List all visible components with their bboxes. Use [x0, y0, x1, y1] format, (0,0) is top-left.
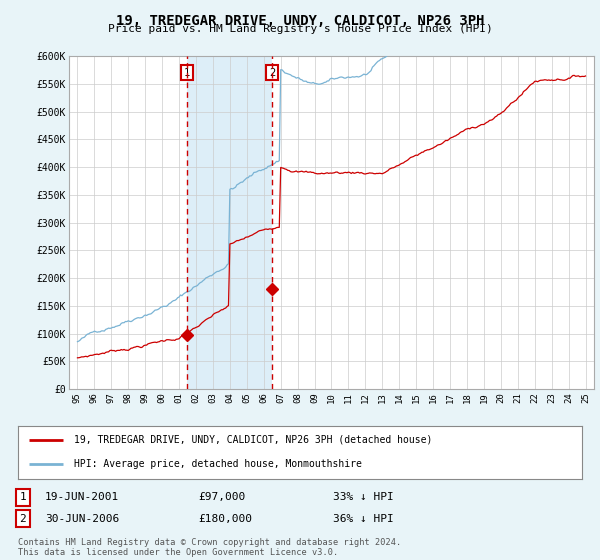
Text: 36% ↓ HPI: 36% ↓ HPI — [333, 514, 394, 524]
Text: 2: 2 — [19, 514, 26, 524]
Text: 2: 2 — [269, 68, 275, 78]
Text: Contains HM Land Registry data © Crown copyright and database right 2024.
This d: Contains HM Land Registry data © Crown c… — [18, 538, 401, 557]
Text: £97,000: £97,000 — [198, 492, 245, 502]
Text: 19, TREDEGAR DRIVE, UNDY, CALDICOT, NP26 3PH (detached house): 19, TREDEGAR DRIVE, UNDY, CALDICOT, NP26… — [74, 435, 433, 445]
Text: 19-JUN-2001: 19-JUN-2001 — [45, 492, 119, 502]
Text: 33% ↓ HPI: 33% ↓ HPI — [333, 492, 394, 502]
Text: £180,000: £180,000 — [198, 514, 252, 524]
Text: 30-JUN-2006: 30-JUN-2006 — [45, 514, 119, 524]
Text: 19, TREDEGAR DRIVE, UNDY, CALDICOT, NP26 3PH: 19, TREDEGAR DRIVE, UNDY, CALDICOT, NP26… — [116, 14, 484, 28]
Bar — [187, 56, 272, 389]
Text: 1: 1 — [19, 492, 26, 502]
Text: HPI: Average price, detached house, Monmouthshire: HPI: Average price, detached house, Monm… — [74, 459, 362, 469]
Text: 1: 1 — [184, 68, 190, 78]
Text: Price paid vs. HM Land Registry's House Price Index (HPI): Price paid vs. HM Land Registry's House … — [107, 24, 493, 34]
